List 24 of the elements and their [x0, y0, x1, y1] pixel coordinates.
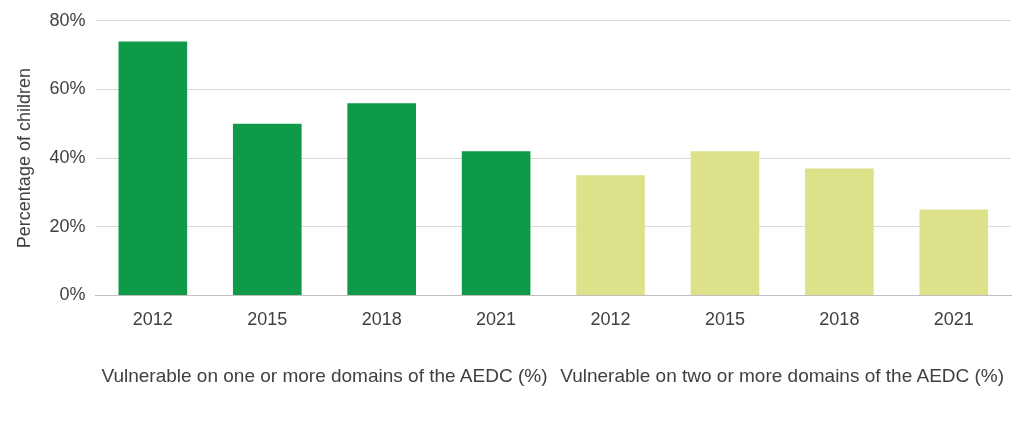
text: Vulnerable on one or more domains of the AEDC (%): [100, 364, 549, 388]
bar: [576, 175, 645, 295]
y-tick-label: 80%: [49, 9, 86, 30]
x-tick-label: 2012: [132, 309, 173, 330]
y-tick-label: 20%: [49, 215, 86, 236]
x-tick-label: 2018: [361, 309, 402, 330]
text: Vulnerable on two or more domains of the AEDC (%): [559, 364, 1006, 388]
x-tick-label: 2018: [819, 309, 860, 330]
x-tick-label: 2012: [590, 309, 631, 330]
x-tick-label: 2015: [704, 309, 745, 330]
bar: [232, 123, 302, 295]
x-tick-label: 2021: [476, 309, 517, 330]
bar: [919, 209, 989, 295]
bar: [805, 168, 874, 295]
bar: [347, 103, 417, 295]
x-tick-label: 2015: [247, 309, 288, 330]
y-axis-title: Percentage of children: [13, 68, 34, 249]
x-tick-label: 2021: [933, 309, 974, 330]
bar: [690, 151, 760, 295]
y-tick-label: 40%: [49, 147, 86, 168]
bar: [461, 151, 531, 295]
y-tick-label: 0%: [59, 284, 86, 305]
y-tick-label: 60%: [49, 78, 86, 99]
bar: [118, 41, 188, 295]
